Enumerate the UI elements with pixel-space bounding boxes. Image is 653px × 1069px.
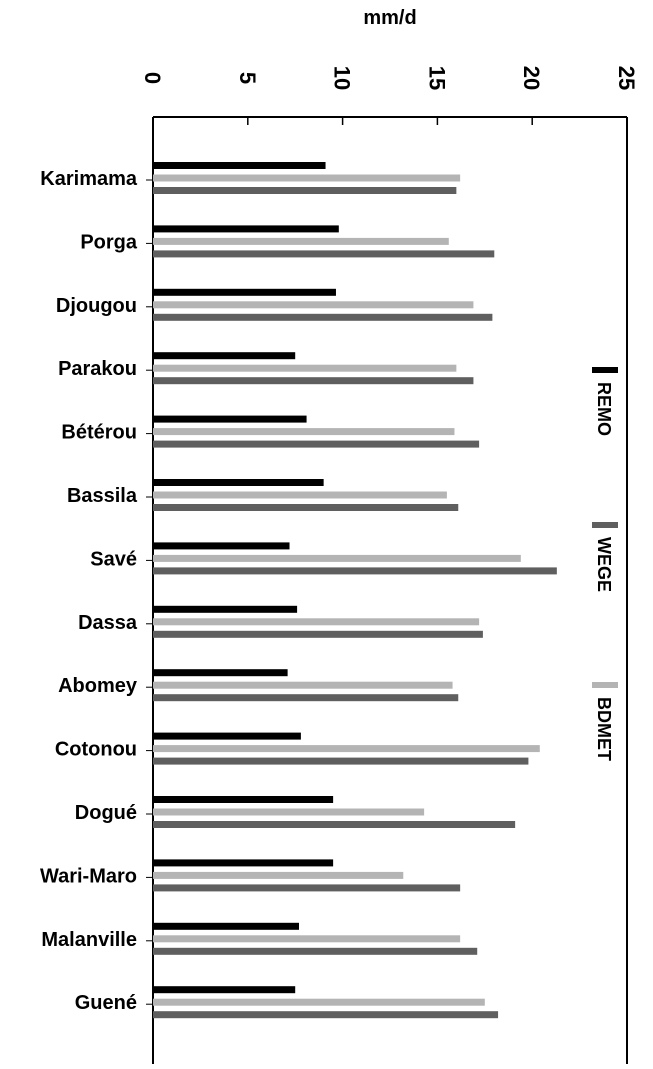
- bar: [153, 162, 326, 169]
- bar: [153, 301, 474, 309]
- x-tick-label: 20: [519, 66, 544, 90]
- legend-label: WEGE: [594, 537, 614, 592]
- bar: [153, 567, 557, 575]
- legend-label: BDMET: [594, 697, 614, 761]
- y-tick-label: Porga: [80, 231, 138, 253]
- bar: [153, 187, 457, 194]
- x-tick-label: 5: [235, 72, 260, 84]
- y-tick-label: Parakou: [58, 358, 137, 380]
- y-tick-label: Savé: [90, 548, 137, 570]
- x-tick-label: 10: [330, 66, 355, 90]
- y-tick-label: Abomey: [58, 675, 138, 697]
- bar: [153, 542, 290, 550]
- bar: [153, 922, 299, 930]
- y-tick-label: Dassa: [78, 612, 138, 634]
- bar: [153, 288, 336, 296]
- legend-swatch: [592, 522, 618, 528]
- bar: [153, 986, 296, 994]
- bar: [153, 630, 483, 638]
- bar: [153, 859, 334, 867]
- bar: [153, 415, 307, 423]
- bar: [153, 796, 334, 803]
- legend-swatch: [592, 367, 618, 373]
- y-tick-label: Cotonou: [55, 739, 137, 761]
- bar: [153, 174, 461, 182]
- bar: [153, 745, 540, 753]
- bar: [153, 225, 339, 233]
- y-tick-label: Karimama: [40, 168, 138, 190]
- bar: [153, 554, 521, 562]
- bar: [153, 491, 447, 499]
- legend-swatch: [592, 682, 618, 688]
- bar: [153, 377, 474, 385]
- bar: [153, 504, 459, 511]
- bar: [153, 618, 480, 626]
- bar: [153, 757, 529, 765]
- bar: [153, 1011, 499, 1019]
- bar: [153, 237, 449, 245]
- x-axis-title: mm/d: [363, 7, 416, 29]
- bar: [153, 998, 485, 1006]
- y-tick-label: Wari-Maro: [40, 865, 137, 887]
- x-tick-label: 25: [614, 66, 639, 90]
- bar: [153, 352, 296, 360]
- bar: [153, 605, 298, 613]
- y-tick-label: Guené: [75, 992, 137, 1014]
- bar: [153, 694, 459, 702]
- bar: [153, 821, 516, 828]
- y-tick-label: Malanville: [41, 929, 137, 951]
- y-tick-label: Djougou: [56, 295, 137, 317]
- x-tick-label: 0: [140, 72, 165, 84]
- legend-label: REMO: [594, 382, 614, 436]
- bar: [153, 428, 455, 436]
- bar: [153, 681, 453, 689]
- x-tick-label: 15: [424, 66, 449, 90]
- bar: [153, 935, 461, 943]
- y-tick-label: Dogué: [75, 802, 137, 824]
- bar: [153, 313, 493, 321]
- bar: [153, 440, 480, 448]
- bar: [153, 884, 461, 892]
- y-tick-label: Bassila: [67, 485, 138, 507]
- bar: [153, 669, 288, 677]
- bar: [153, 732, 301, 740]
- y-tick-label: Bétérou: [61, 422, 137, 444]
- bar: [153, 947, 478, 955]
- bar: [153, 479, 324, 486]
- bar: [153, 871, 404, 879]
- bar: [153, 808, 425, 816]
- bar: [153, 364, 457, 372]
- bar: [153, 250, 495, 258]
